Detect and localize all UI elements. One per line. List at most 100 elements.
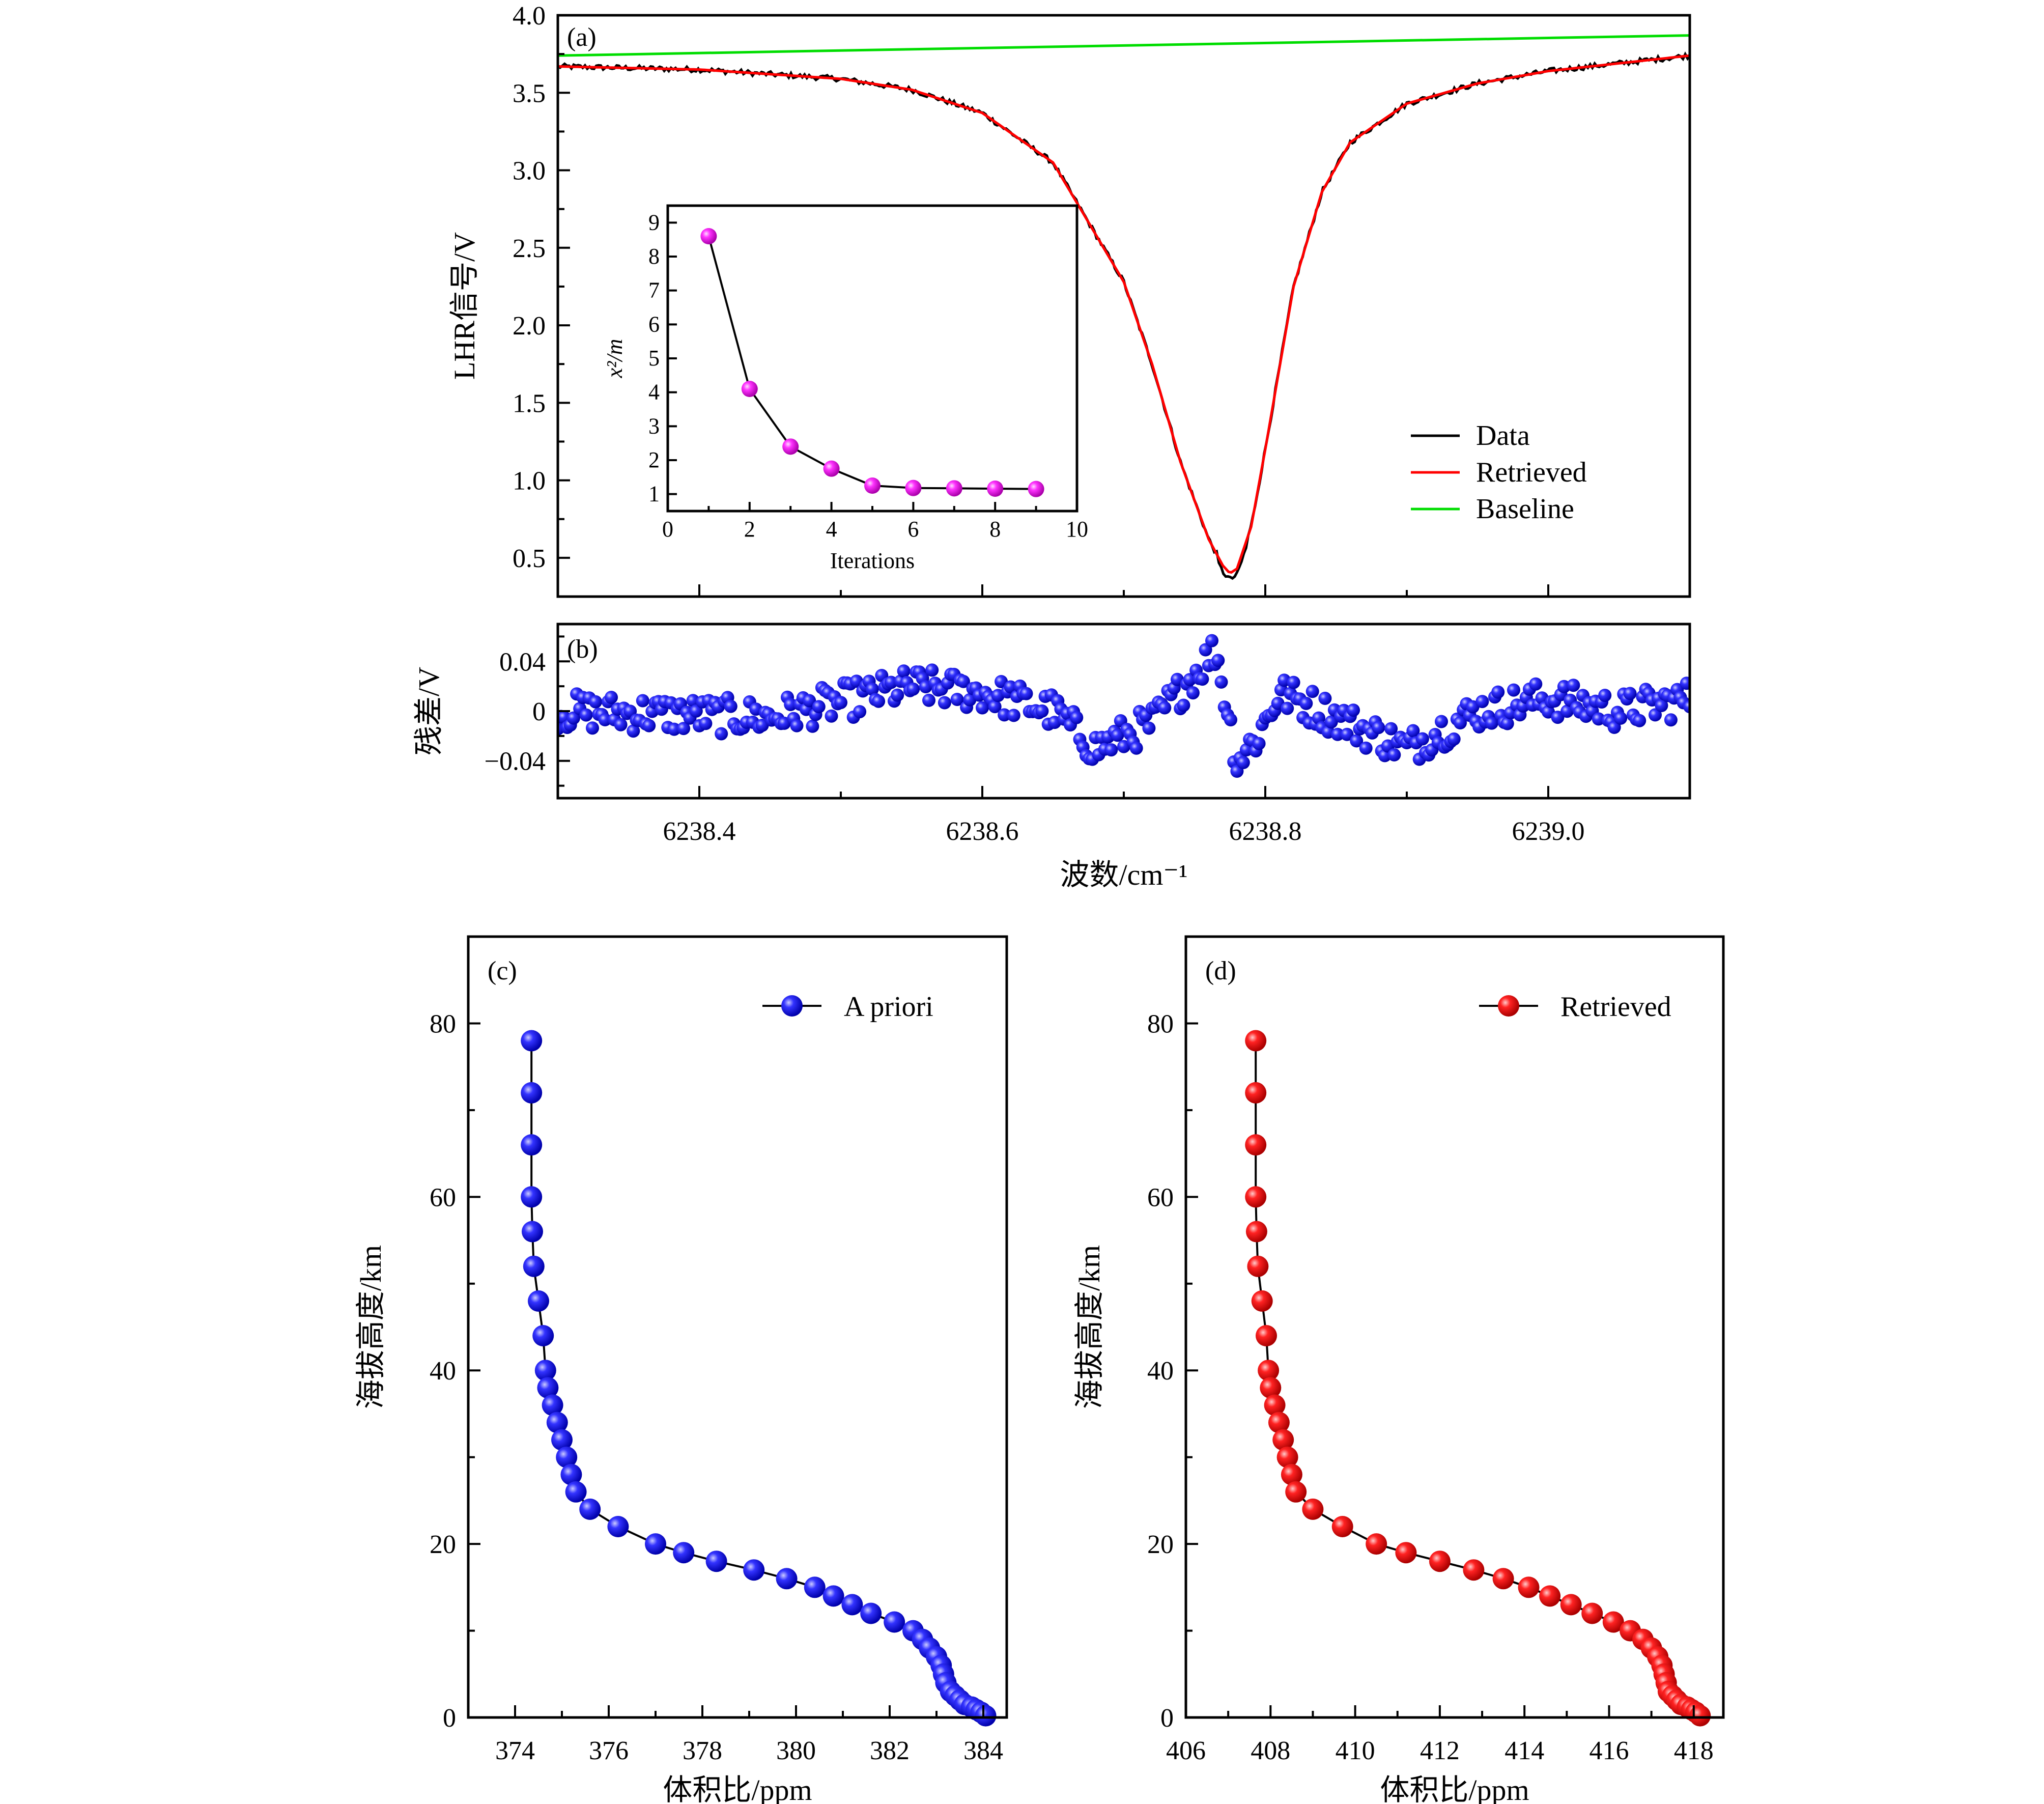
y-axis-title-a: LHR信号/V: [448, 232, 481, 380]
y-axis-title-b: 残差/V: [412, 667, 445, 755]
inset-y-axis-title: x²/m: [602, 339, 627, 379]
y-tick-label-b: −0.04: [485, 747, 546, 776]
panel-b: 0.04 0 −0.04 6238.4 6238.6 6238.8 6239.0 (b) 残差/…: [412, 623, 1691, 891]
residual-point: [1196, 672, 1209, 686]
inset-y-tick-label: 2: [648, 447, 660, 472]
profile-point: [1518, 1576, 1540, 1598]
x-tick-label: 378: [683, 1736, 722, 1765]
residual-point: [938, 696, 951, 710]
y-tick-label: 60: [430, 1183, 456, 1212]
profile-point: [776, 1568, 798, 1590]
residual-point: [605, 691, 618, 704]
panel-label: (c): [488, 956, 517, 985]
inset-y-tick-label: 9: [648, 210, 660, 235]
profile-point: [521, 1186, 543, 1208]
profile-point: [1395, 1542, 1417, 1564]
series-retrieved: [558, 54, 1690, 574]
residual-point: [1252, 737, 1266, 750]
panel-label-b: (b): [567, 635, 598, 664]
inset-point: [700, 228, 717, 244]
axis-frame: [1184, 935, 1725, 1719]
residual-point: [1387, 748, 1401, 762]
residual-point: [1485, 716, 1498, 730]
plot-area-b: [558, 634, 1690, 778]
residual-point: [1435, 715, 1448, 728]
legend-swatch-marker: [781, 995, 803, 1017]
profile-point: [521, 1082, 543, 1104]
profile-point: [1256, 1325, 1277, 1346]
profile-point: [1602, 1611, 1624, 1633]
y-tick-label-a: 4.0: [513, 2, 546, 31]
profile-point: [1539, 1585, 1561, 1607]
x-tick-label: 416: [1589, 1736, 1629, 1765]
residual-point: [998, 708, 1011, 722]
profile-point: [1492, 1568, 1514, 1590]
residual-point: [1415, 732, 1429, 746]
legend-label-retrieved: Retrieved: [1476, 457, 1587, 488]
residual-point: [715, 727, 728, 741]
legend-label-baseline: Baseline: [1476, 493, 1574, 525]
residual-point: [956, 674, 970, 688]
x-tick-label: 406: [1166, 1736, 1206, 1765]
profile-point: [1245, 1186, 1267, 1208]
residual-point: [677, 722, 691, 736]
profile-point: [534, 1360, 556, 1382]
x-tick-label: 380: [776, 1736, 816, 1765]
x-axis-title: 体积比/ppm: [1380, 1773, 1529, 1804]
residual-point: [1406, 724, 1420, 738]
panel-label-a: (a): [567, 23, 597, 52]
legend-label: Retrieved: [1560, 991, 1671, 1023]
profile-point: [1247, 1255, 1269, 1277]
profile-point: [841, 1594, 863, 1616]
residual-point: [950, 693, 964, 706]
profile-point: [822, 1585, 844, 1607]
profile-point: [1276, 1446, 1298, 1468]
residual-point: [1177, 698, 1190, 712]
profile-point: [1581, 1602, 1603, 1624]
profile-point: [1260, 1377, 1282, 1399]
y-tick-label-a: 0.5: [513, 544, 546, 573]
profile-line: [530, 1040, 986, 1717]
legend-label-data: Data: [1476, 420, 1530, 452]
profile-point: [532, 1325, 554, 1346]
inset-y-tick-label: 6: [648, 312, 660, 336]
residual-point: [1623, 687, 1637, 700]
profile-point: [743, 1559, 765, 1581]
y-tick-label-b: 0: [532, 697, 546, 726]
residual-point: [636, 694, 649, 708]
profile-point: [565, 1481, 587, 1503]
profile-point: [673, 1542, 695, 1564]
inset-x-tick-label: 4: [826, 517, 837, 542]
profile-point: [1245, 1221, 1267, 1243]
residual-point: [1372, 721, 1385, 735]
panel-d: 406 408 410 412 414 416 418 80 60 40 20 0 (d) 体积比/ppm…: [1073, 935, 1725, 1804]
panel-label: (d): [1205, 956, 1236, 985]
inset-x-axis-title: Iterations: [830, 548, 915, 573]
residual-point: [1454, 716, 1467, 729]
residual-point: [976, 701, 989, 715]
y-tick-label: 0: [443, 1704, 456, 1733]
residual-point: [1035, 704, 1049, 718]
residual-point: [1598, 689, 1612, 702]
residual-point: [1507, 683, 1520, 697]
residual-point: [1214, 675, 1228, 689]
residual-point: [1211, 654, 1225, 667]
residual-point: [1491, 685, 1505, 699]
residual-point: [1447, 732, 1461, 746]
x-tick-label: 418: [1674, 1736, 1714, 1765]
inset-x-tick-label: 2: [744, 517, 755, 542]
residual-point: [1224, 713, 1237, 726]
y-tick-label: 40: [430, 1357, 456, 1386]
profile-point: [1272, 1429, 1294, 1451]
residual-point: [865, 682, 879, 696]
residual-point: [1111, 728, 1124, 742]
residual-point: [1318, 691, 1332, 705]
profile-point: [522, 1221, 543, 1243]
profile-point: [645, 1533, 666, 1555]
profile-point: [1245, 1030, 1267, 1052]
residual-point: [589, 695, 603, 709]
x-tick-label: 414: [1504, 1736, 1544, 1765]
residual-point: [1070, 711, 1084, 724]
profile-point: [521, 1030, 543, 1052]
